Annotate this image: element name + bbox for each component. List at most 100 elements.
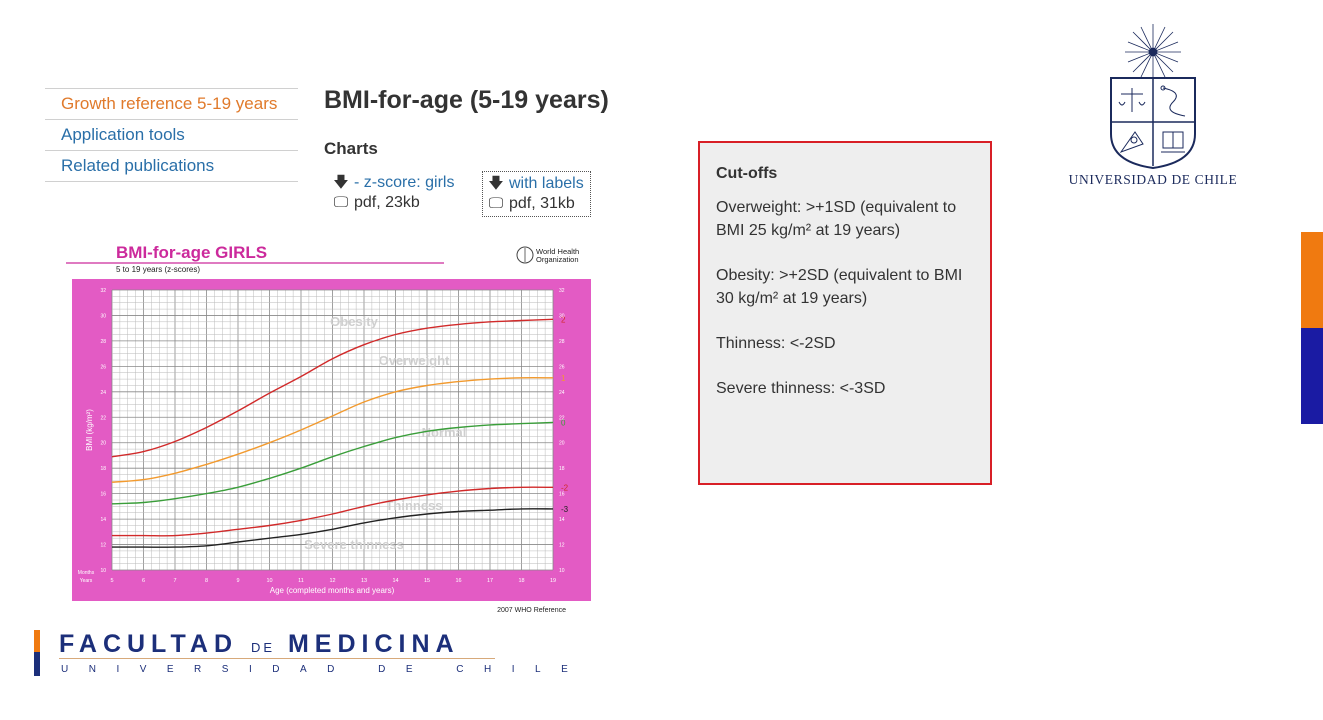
bmi-chart-svg: BMI-for-age GIRLS 5 to 19 years (z-score… [66,243,591,614]
series-line-0 [111,421,554,505]
y-tick-label-left: 16 [100,492,106,498]
y-tick-label-left: 18 [100,466,106,472]
y-tick-label-right: 28 [559,339,565,345]
zone-overweight: Overweight [379,353,450,368]
y-tick-label-left: 10 [100,568,106,574]
download-with-labels[interactable]: 🡇 with labels 🖵 pdf, 31kb [482,171,591,217]
facultad-title: FACULTAD DE MEDICINA [59,630,460,659]
zone-obesity: Obesity [330,314,378,329]
x-tick-label: 18 [518,578,524,584]
series-line-1 [111,377,554,483]
row-months-label: Months [78,570,95,576]
download-arrow-icon: 🡇 [333,174,349,191]
zone-normal: Normal [422,425,467,440]
x-tick-label: 12 [329,578,335,584]
cutoffs-panel: Cut-offs Overweight: >+1SD (equivalent t… [698,141,992,485]
nav-item-related-publications[interactable]: Related publications [45,151,298,182]
cutoff-overweight: Overweight: >+1SD (equivalent to BMI 25 … [716,199,957,239]
series-label: 2 [561,315,566,324]
x-tick-label: 19 [550,578,556,584]
facultad-word: FACULTAD [59,630,238,658]
y-tick-label-left: 26 [100,364,106,370]
y-tick-label-right: 32 [559,288,565,294]
cutoff-obesity: Obesity: >+2SD (equivalent to BMI 30 kg/… [716,267,963,307]
bmi-chart: BMI-for-age GIRLS 5 to 19 years (z-score… [64,238,596,618]
download-link[interactable]: with labels [509,175,584,192]
cutoffs-title: Cut-offs [716,165,778,182]
universidad-de-chile-logo: UNIVERSIDAD DE CHILE [1033,22,1273,192]
monitor-icon: 🖵 [488,195,504,212]
chart-footer: 2007 WHO Reference [497,607,566,614]
page-title: BMI-for-age (5-19 years) [324,86,609,114]
y-tick-label-right: 22 [559,415,565,421]
x-tick-label: 16 [455,578,461,584]
y-tick-label-left: 24 [100,390,106,396]
file-info: pdf, 23kb [354,194,420,211]
y-tick-label-left: 14 [100,517,106,523]
x-tick-label: 14 [392,578,398,584]
y-tick-label-right: 24 [559,390,565,396]
y-tick-label-right: 12 [559,543,565,549]
who-logo: World Health Organization [516,246,579,264]
zone-labels: Obesity Overweight Normal Thinness Sever… [304,314,466,552]
monitor-icon: 🖵 [333,194,349,211]
org-name-2: Organization [536,255,579,264]
chart-subtitle: 5 to 19 years (z-scores) [116,265,200,274]
y-tick-label-right: 26 [559,364,565,370]
y-tick-label-left: 22 [100,415,106,421]
y-tick-label-right: 20 [559,441,565,447]
nav-item-application-tools[interactable]: Application tools [45,120,298,151]
facultad-subtitle: UNIVERSIDAD DE CHILE [61,664,589,675]
series-label: -2 [561,483,569,492]
accent-bar-blue [34,652,40,676]
x-tick-label: 5 [110,578,113,584]
y-axis-label: BMI (kg/m²) [85,409,94,451]
series-line-minus2 [112,486,554,537]
x-tick-label: 11 [298,578,304,584]
x-tick-label: 17 [487,578,493,584]
x-axis-label: Age (completed months and years) [270,586,395,595]
series-label: 1 [561,374,566,383]
download-zscore-girls[interactable]: 🡇 - z-score: girls 🖵 pdf, 23kb [332,171,454,215]
grid [111,289,554,571]
series-line-2 [111,318,554,458]
side-accent-orange [1301,232,1323,328]
series-label: 0 [561,418,566,427]
zone-thinness: Thinness [385,498,442,513]
file-info: pdf, 31kb [509,195,575,212]
medicina-word: MEDICINA [287,630,460,658]
facultad-de-medicina-logo: FACULTAD DE MEDICINA UNIVERSIDAD DE CHIL… [34,628,568,680]
y-tick-label-right: 10 [559,568,565,574]
x-tick-label: 13 [361,578,367,584]
y-tick-label-right: 30 [559,313,565,319]
row-years-label: Years [80,578,93,584]
globe-icon [516,246,534,264]
de-word: DE [250,640,276,655]
y-tick-label-left: 30 [100,313,106,319]
x-tick-label: 15 [424,578,430,584]
chart-title: BMI-for-age GIRLS [116,243,267,262]
zone-severe-thinness: Severe thinness [304,537,404,552]
y-tick-label-left: 28 [100,339,106,345]
y-tick-label-right: 16 [559,492,565,498]
charts-heading: Charts [324,139,378,158]
y-tick-label-left: 32 [100,288,106,294]
side-accent-blue [1301,328,1323,424]
x-tick-label: 6 [142,578,145,584]
y-tick-label-left: 20 [100,441,106,447]
cutoff-severe-thinness: Severe thinness: <-3SD [716,380,886,397]
org-name-1: World Health [536,247,579,256]
nav-item-growth-reference[interactable]: Growth reference 5-19 years [45,88,298,120]
accent-bar-orange [34,630,40,652]
universidad-name: UNIVERSIDAD DE CHILE [1068,172,1238,187]
cutoff-thinness: Thinness: <-2SD [716,335,836,352]
series-line-minus3 [112,508,554,548]
download-link[interactable]: - z-score: girls [354,174,455,191]
y-tick-label-right: 14 [559,517,565,523]
curves: 2 1 0 -2 -3 [111,315,569,548]
x-tick-label: 10 [266,578,272,584]
y-tick-label-left: 12 [100,543,106,549]
download-arrow-icon: 🡇 [488,175,504,192]
sidebar-nav: Growth reference 5-19 years Application … [45,88,298,182]
x-tick-label: 9 [236,578,239,584]
